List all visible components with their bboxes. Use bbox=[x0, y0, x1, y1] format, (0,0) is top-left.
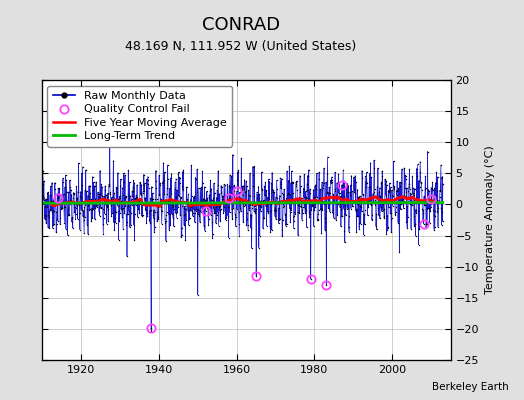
Legend: Raw Monthly Data, Quality Control Fail, Five Year Moving Average, Long-Term Tren: Raw Monthly Data, Quality Control Fail, … bbox=[48, 86, 233, 147]
Y-axis label: Temperature Anomaly (°C): Temperature Anomaly (°C) bbox=[485, 146, 495, 294]
Text: Berkeley Earth: Berkeley Earth bbox=[432, 382, 508, 392]
Text: 48.169 N, 111.952 W (United States): 48.169 N, 111.952 W (United States) bbox=[125, 40, 357, 53]
Text: CONRAD: CONRAD bbox=[202, 16, 280, 34]
